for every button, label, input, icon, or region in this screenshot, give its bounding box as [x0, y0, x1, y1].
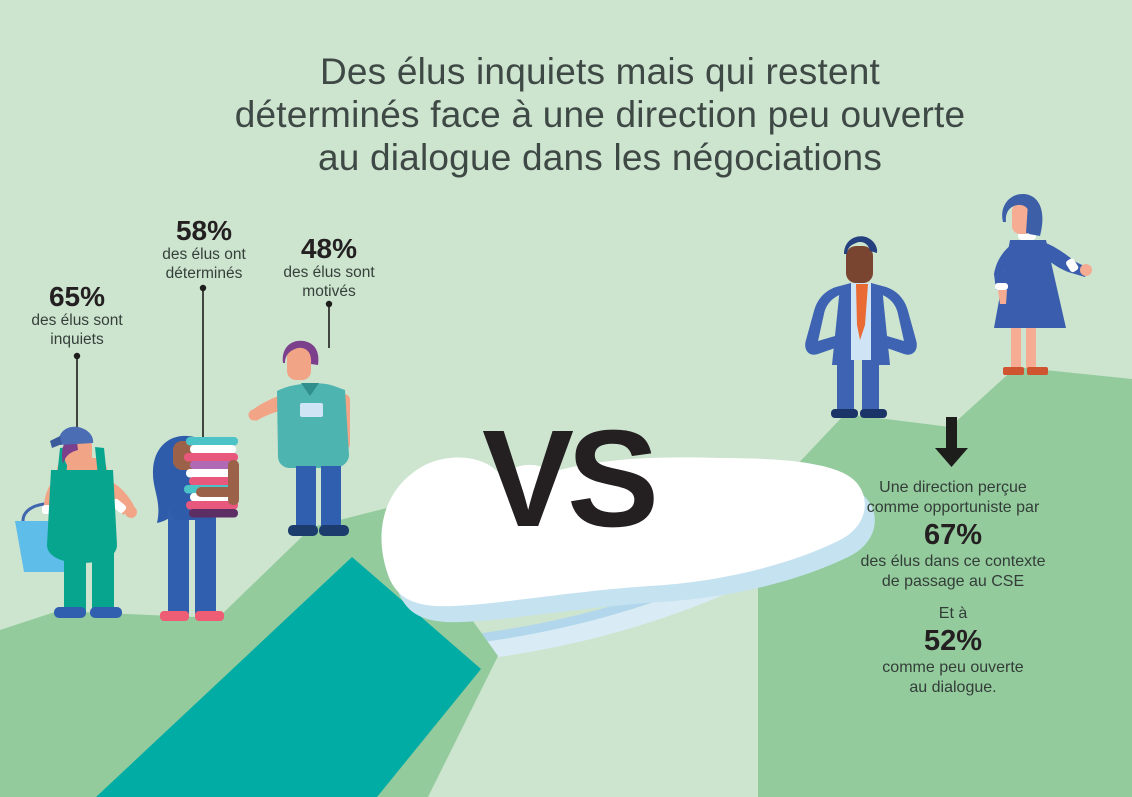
arm-sleeve [96, 557, 481, 797]
title-line: au dialogue dans les négociations [317, 137, 883, 178]
businessman-figure [805, 236, 917, 418]
nurse-figure [248, 340, 350, 536]
stat-label: des élus ont [162, 246, 246, 263]
down-arrow-icon [935, 417, 968, 467]
tie [856, 284, 868, 340]
stat-label: motivés [302, 282, 356, 300]
stat-value-67: 67% [923, 519, 983, 551]
panel-line: comme peu ouverte [882, 659, 1024, 676]
versus-label: VS [482, 402, 659, 556]
right-hill [758, 367, 1132, 797]
cap [58, 426, 94, 445]
panel-line: de passage au CSE [881, 573, 1025, 590]
stat-label: des élus sont [283, 264, 375, 281]
leader-dots [73, 284, 333, 360]
book-carrier-figure [152, 435, 239, 621]
stat-value: 65% [48, 281, 106, 312]
stat-label: déterminés [165, 264, 243, 282]
stat-value: 48% [300, 233, 358, 264]
scrubs [277, 383, 349, 468]
panel-line: au dialogue. [909, 679, 997, 696]
badge [300, 403, 323, 417]
panel-line: des élus dans ce contexte [860, 553, 1046, 570]
page-title: Des élus inquiets mais qui restent déter… [170, 50, 1030, 179]
hand-palm [381, 457, 865, 607]
stat-label: inquiets [50, 330, 104, 348]
stat-block-motives: 48% des élus sont motivés [249, 235, 409, 300]
stat-value-52: 52% [923, 625, 983, 657]
stat-label: des élus sont [31, 312, 123, 329]
dress [994, 240, 1066, 328]
panel-connector: Et à [938, 605, 968, 622]
open-hand-illustration [381, 457, 875, 623]
panel-line: comme opportuniste par [866, 499, 1040, 516]
leader-lines [76, 290, 330, 437]
stat-value: 58% [175, 215, 233, 246]
businesswoman-figure [994, 193, 1092, 375]
stat-block-determines: 58% des élus ont déterminés [124, 217, 284, 282]
panel-line: Une direction perçue [879, 479, 1027, 496]
stat-block-inquiets: 65% des élus sont inquiets [0, 283, 157, 348]
title-line: déterminés face à une direction peu ouve… [234, 94, 966, 135]
direction-stats-panel: Une direction perçue comme opportuniste … [828, 478, 1078, 698]
worker-figure [15, 426, 137, 618]
title-line: Des élus inquiets mais qui restent [319, 51, 880, 92]
